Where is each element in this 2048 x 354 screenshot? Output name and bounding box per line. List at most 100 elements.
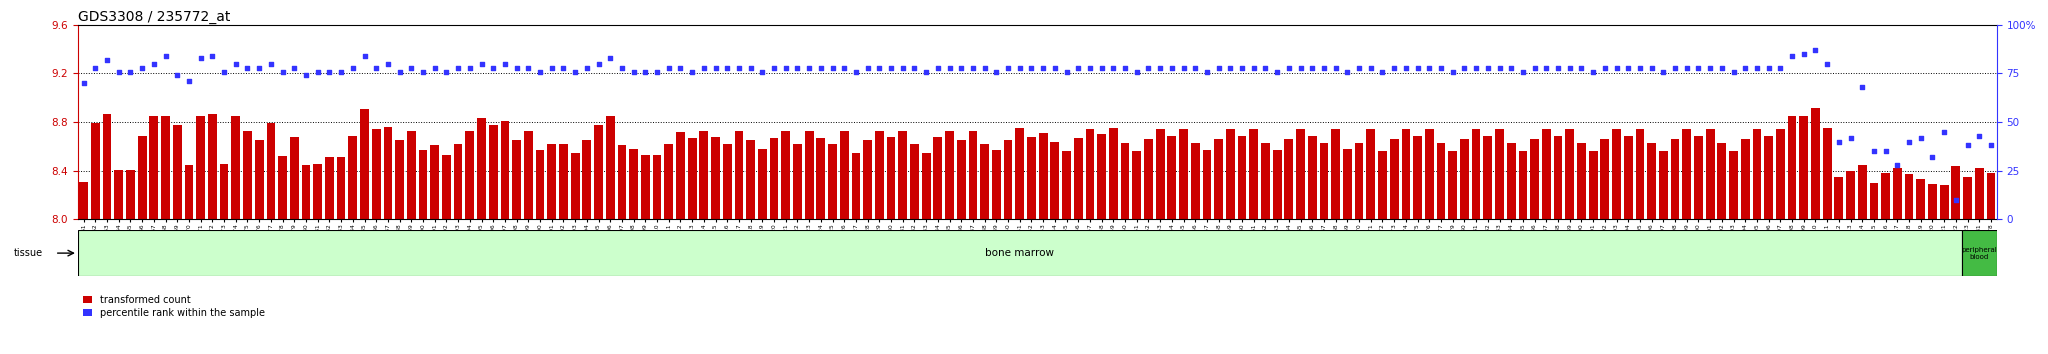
Bar [266,123,274,219]
Bar [231,116,240,219]
Bar [150,116,158,219]
Bar [1366,130,1374,219]
Bar [1391,139,1399,219]
Bar [735,131,743,219]
Point [90,57,123,63]
Point [676,69,709,74]
Bar [909,144,920,219]
Bar [1927,184,1937,219]
Bar [1016,128,1024,219]
Point [383,69,416,74]
Bar [1180,130,1188,219]
Bar [1741,139,1749,219]
Bar [524,131,532,219]
Bar [582,141,592,219]
Point [1788,51,1821,57]
Point [1483,65,1516,70]
Point [582,61,614,67]
Point [512,65,545,70]
Bar [1882,173,1890,219]
Point [1671,65,1704,70]
Point [465,61,498,67]
Point [1436,69,1468,74]
Bar [1518,151,1528,219]
Point [371,61,403,67]
Point [1952,143,1985,148]
Bar [1659,151,1667,219]
Bar [1905,175,1913,219]
Bar [1262,143,1270,219]
Bar [664,144,674,219]
Point [1401,65,1434,70]
Point [150,53,182,59]
Bar [922,153,930,219]
Point [770,65,803,70]
Point [735,65,768,70]
Bar [430,145,438,219]
Point [827,65,860,70]
Point [1143,65,1176,70]
Text: bone marrow: bone marrow [985,248,1055,258]
Bar [1108,128,1118,219]
Bar [1085,130,1094,219]
Bar [1554,136,1563,219]
Bar [1343,149,1352,219]
Point [313,69,346,74]
Bar [899,131,907,219]
Bar [770,138,778,219]
Point [1741,65,1774,70]
Point [1507,69,1540,74]
Point [1880,162,1913,168]
Text: GDS3308 / 235772_at: GDS3308 / 235772_at [78,10,229,24]
Bar [1987,173,1995,219]
Point [442,65,475,70]
Bar [383,127,393,219]
Bar [887,137,895,219]
Point [184,55,217,61]
Bar [1272,150,1282,219]
Point [1085,65,1118,70]
Bar [1296,130,1305,219]
Bar [1378,151,1386,219]
Point [944,65,977,70]
Bar [629,149,639,219]
Point [1706,65,1739,70]
Point [418,65,451,70]
Bar [1565,130,1575,219]
Bar [1729,151,1739,219]
Bar [1835,177,1843,219]
Point [1425,65,1458,70]
Point [887,65,920,70]
Point [1974,143,2007,148]
Point [629,69,662,74]
Point [1823,139,1855,144]
Point [852,65,885,70]
Point [360,65,393,70]
Point [408,69,440,74]
Point [231,65,264,70]
Point [1917,154,1950,160]
Point [780,65,813,70]
Point [899,65,932,70]
Bar [1599,139,1610,219]
Bar [981,144,989,219]
Bar [1133,151,1141,219]
Point [68,80,100,86]
Point [102,69,135,74]
Bar [1810,108,1821,219]
Point [1858,149,1890,154]
Point [395,65,428,70]
Bar [244,131,252,219]
Point [1589,65,1622,70]
Bar [90,123,100,219]
Bar [1939,185,1948,219]
Bar [782,131,791,219]
Text: peripheral
blood: peripheral blood [1962,247,1997,259]
Point [1624,65,1657,70]
Bar [537,150,545,219]
Point [1659,65,1692,70]
Bar [1753,130,1761,219]
Bar [80,182,88,219]
Bar [1763,136,1774,219]
Point [909,69,942,74]
